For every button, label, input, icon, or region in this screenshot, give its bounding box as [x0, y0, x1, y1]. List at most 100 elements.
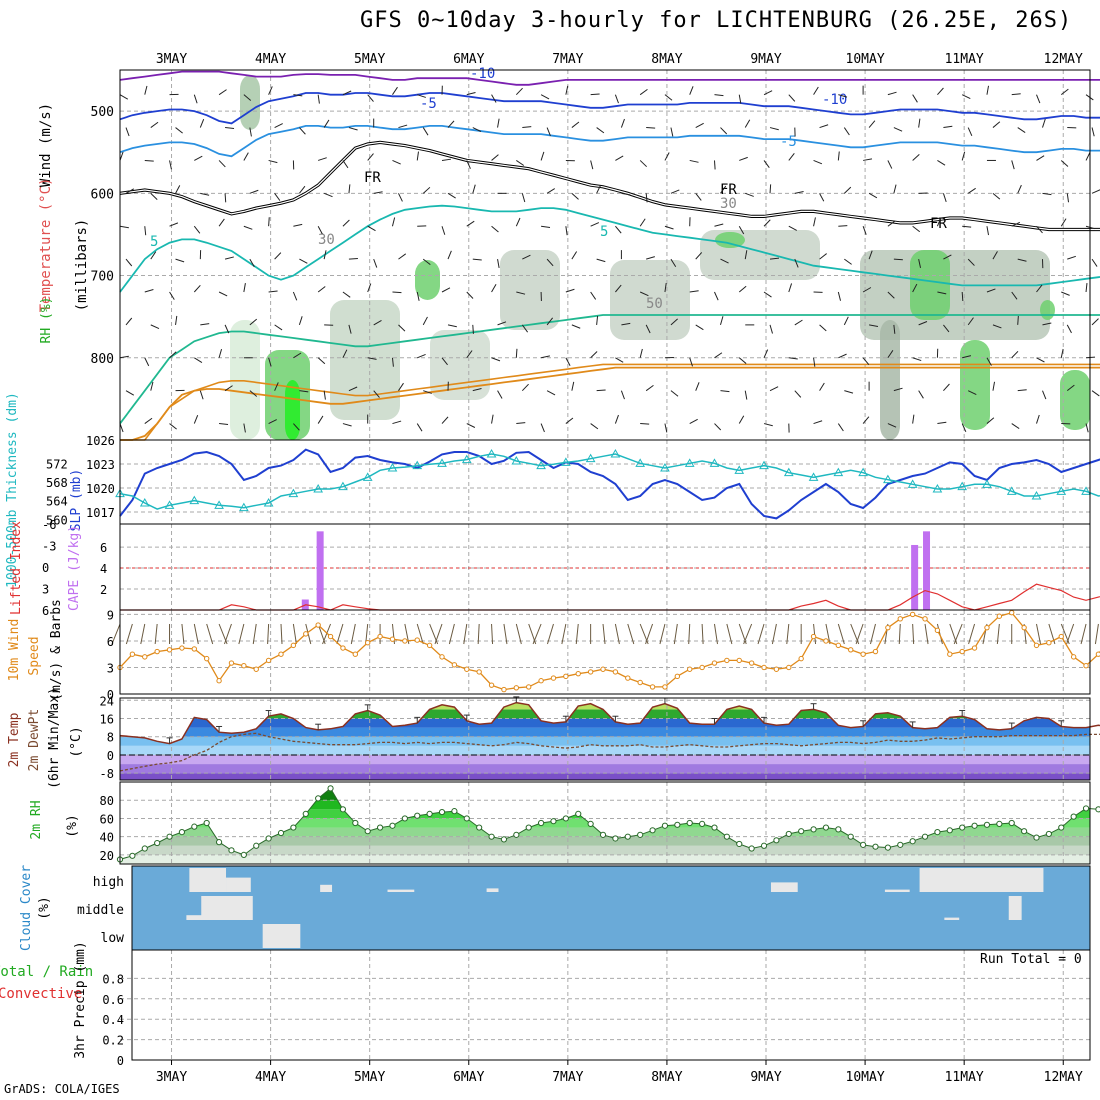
wind-barb: [249, 258, 255, 268]
wind-barb: [541, 225, 551, 228]
precip-tick: 0.2: [102, 1034, 124, 1048]
wind-barb: [472, 258, 482, 261]
wind-point: [414, 637, 420, 643]
rh-point: [488, 833, 495, 840]
wind-barb: [299, 390, 309, 393]
wind-barb: [763, 349, 769, 358]
thickness-point: [387, 462, 398, 472]
wind-barb: [422, 316, 428, 326]
bottom-date-label: 4MAY: [255, 1070, 286, 1085]
wind-barb: [274, 193, 281, 201]
wind-barb: [855, 623, 864, 645]
wind-barb: [670, 318, 678, 326]
rh-point: [897, 841, 904, 848]
wind-barb: [125, 127, 130, 137]
wind-barb: [268, 217, 270, 227]
thickness-frame: [119, 439, 1091, 525]
precip-convective-label: Convective: [0, 986, 82, 1002]
wind-barb: [695, 122, 704, 128]
pressure-tick: 600: [91, 187, 114, 202]
wind-barb: [596, 389, 606, 392]
wind-barb: [912, 357, 922, 362]
cloud-block: [320, 884, 333, 892]
wind-barb: [714, 423, 722, 431]
wind-barb: [243, 283, 246, 293]
wind-barb: [491, 357, 501, 362]
wind-barb: [317, 415, 324, 424]
wind-barb: [571, 381, 575, 391]
wind-point: [191, 646, 198, 652]
wind-barb: [862, 226, 867, 235]
wind-point: [265, 657, 272, 664]
wind-barb: [664, 94, 673, 101]
rh-point: [451, 808, 458, 815]
cloud-layer-label: middle: [77, 903, 124, 918]
rh-shading: [960, 340, 990, 430]
wind-point: [934, 627, 941, 634]
top-date-label: 12MAY: [1044, 52, 1083, 67]
rh-band: [120, 791, 1090, 801]
li-tick: 6: [42, 604, 49, 618]
wind-point: [662, 684, 668, 690]
wind-barb: [398, 382, 404, 391]
temperature-label: Temperature (°C): [38, 178, 54, 313]
wind-barb: [516, 291, 526, 295]
wind-barb: [1017, 389, 1027, 392]
wind-barb: [194, 155, 203, 161]
wind-barb: [367, 283, 372, 293]
wind-barb: [763, 219, 771, 227]
wind-barb: [596, 127, 605, 134]
rh-point: [277, 829, 285, 837]
thickness-point: [486, 448, 497, 458]
wind-barb: [961, 291, 964, 302]
wind-barb: [448, 623, 455, 645]
wind-point: [798, 655, 804, 662]
wind-barb: [701, 623, 704, 645]
thickness-point: [957, 481, 968, 491]
top-date-label: 7MAY: [552, 52, 583, 67]
wind-point: [315, 622, 321, 628]
rh-shading: [330, 300, 400, 420]
wind-barb: [1042, 118, 1046, 128]
wind-barb: [720, 185, 727, 194]
wind-barb: [466, 291, 474, 299]
wind-barb: [943, 383, 950, 392]
wind-barb: [218, 291, 228, 297]
rh-point: [587, 820, 594, 828]
rh-point: [736, 840, 743, 848]
wind-barb: [968, 623, 976, 645]
wind-barb: [646, 256, 655, 260]
cloud-unit: (%): [37, 896, 52, 919]
cloud-block: [770, 882, 798, 892]
rh-point: [513, 831, 520, 838]
wind-barb: [546, 188, 555, 194]
thickness-point: [1056, 486, 1067, 495]
thickness-point: [808, 472, 819, 481]
rh-point: [215, 839, 223, 846]
slp-line: [119, 448, 1100, 520]
precip-tick: 0.8: [102, 972, 124, 986]
wind-barb: [274, 382, 279, 391]
wind-barb: [392, 420, 402, 425]
wind-barb: [912, 623, 915, 645]
wind-barb: [521, 324, 529, 333]
wind-barb: [218, 160, 226, 168]
wind-barb: [942, 193, 947, 203]
temp-title-4: (°C): [69, 726, 84, 757]
wind-barb: [838, 94, 848, 98]
wind-point: [699, 664, 705, 671]
wind-barb: [175, 127, 183, 134]
thickness-point: [709, 458, 720, 467]
wind-point: [154, 648, 160, 655]
rh-point: [959, 824, 966, 831]
rh-point: [203, 819, 210, 827]
wind-barb: [367, 225, 376, 232]
wind-barb: [992, 381, 996, 391]
wind-barb: [788, 94, 796, 102]
wind-barb: [1085, 152, 1091, 161]
wind-barb: [150, 251, 157, 260]
wind-barb: [786, 623, 790, 645]
wind-point: [327, 633, 334, 640]
wind-barb: [837, 291, 841, 301]
wind-point: [303, 631, 309, 637]
